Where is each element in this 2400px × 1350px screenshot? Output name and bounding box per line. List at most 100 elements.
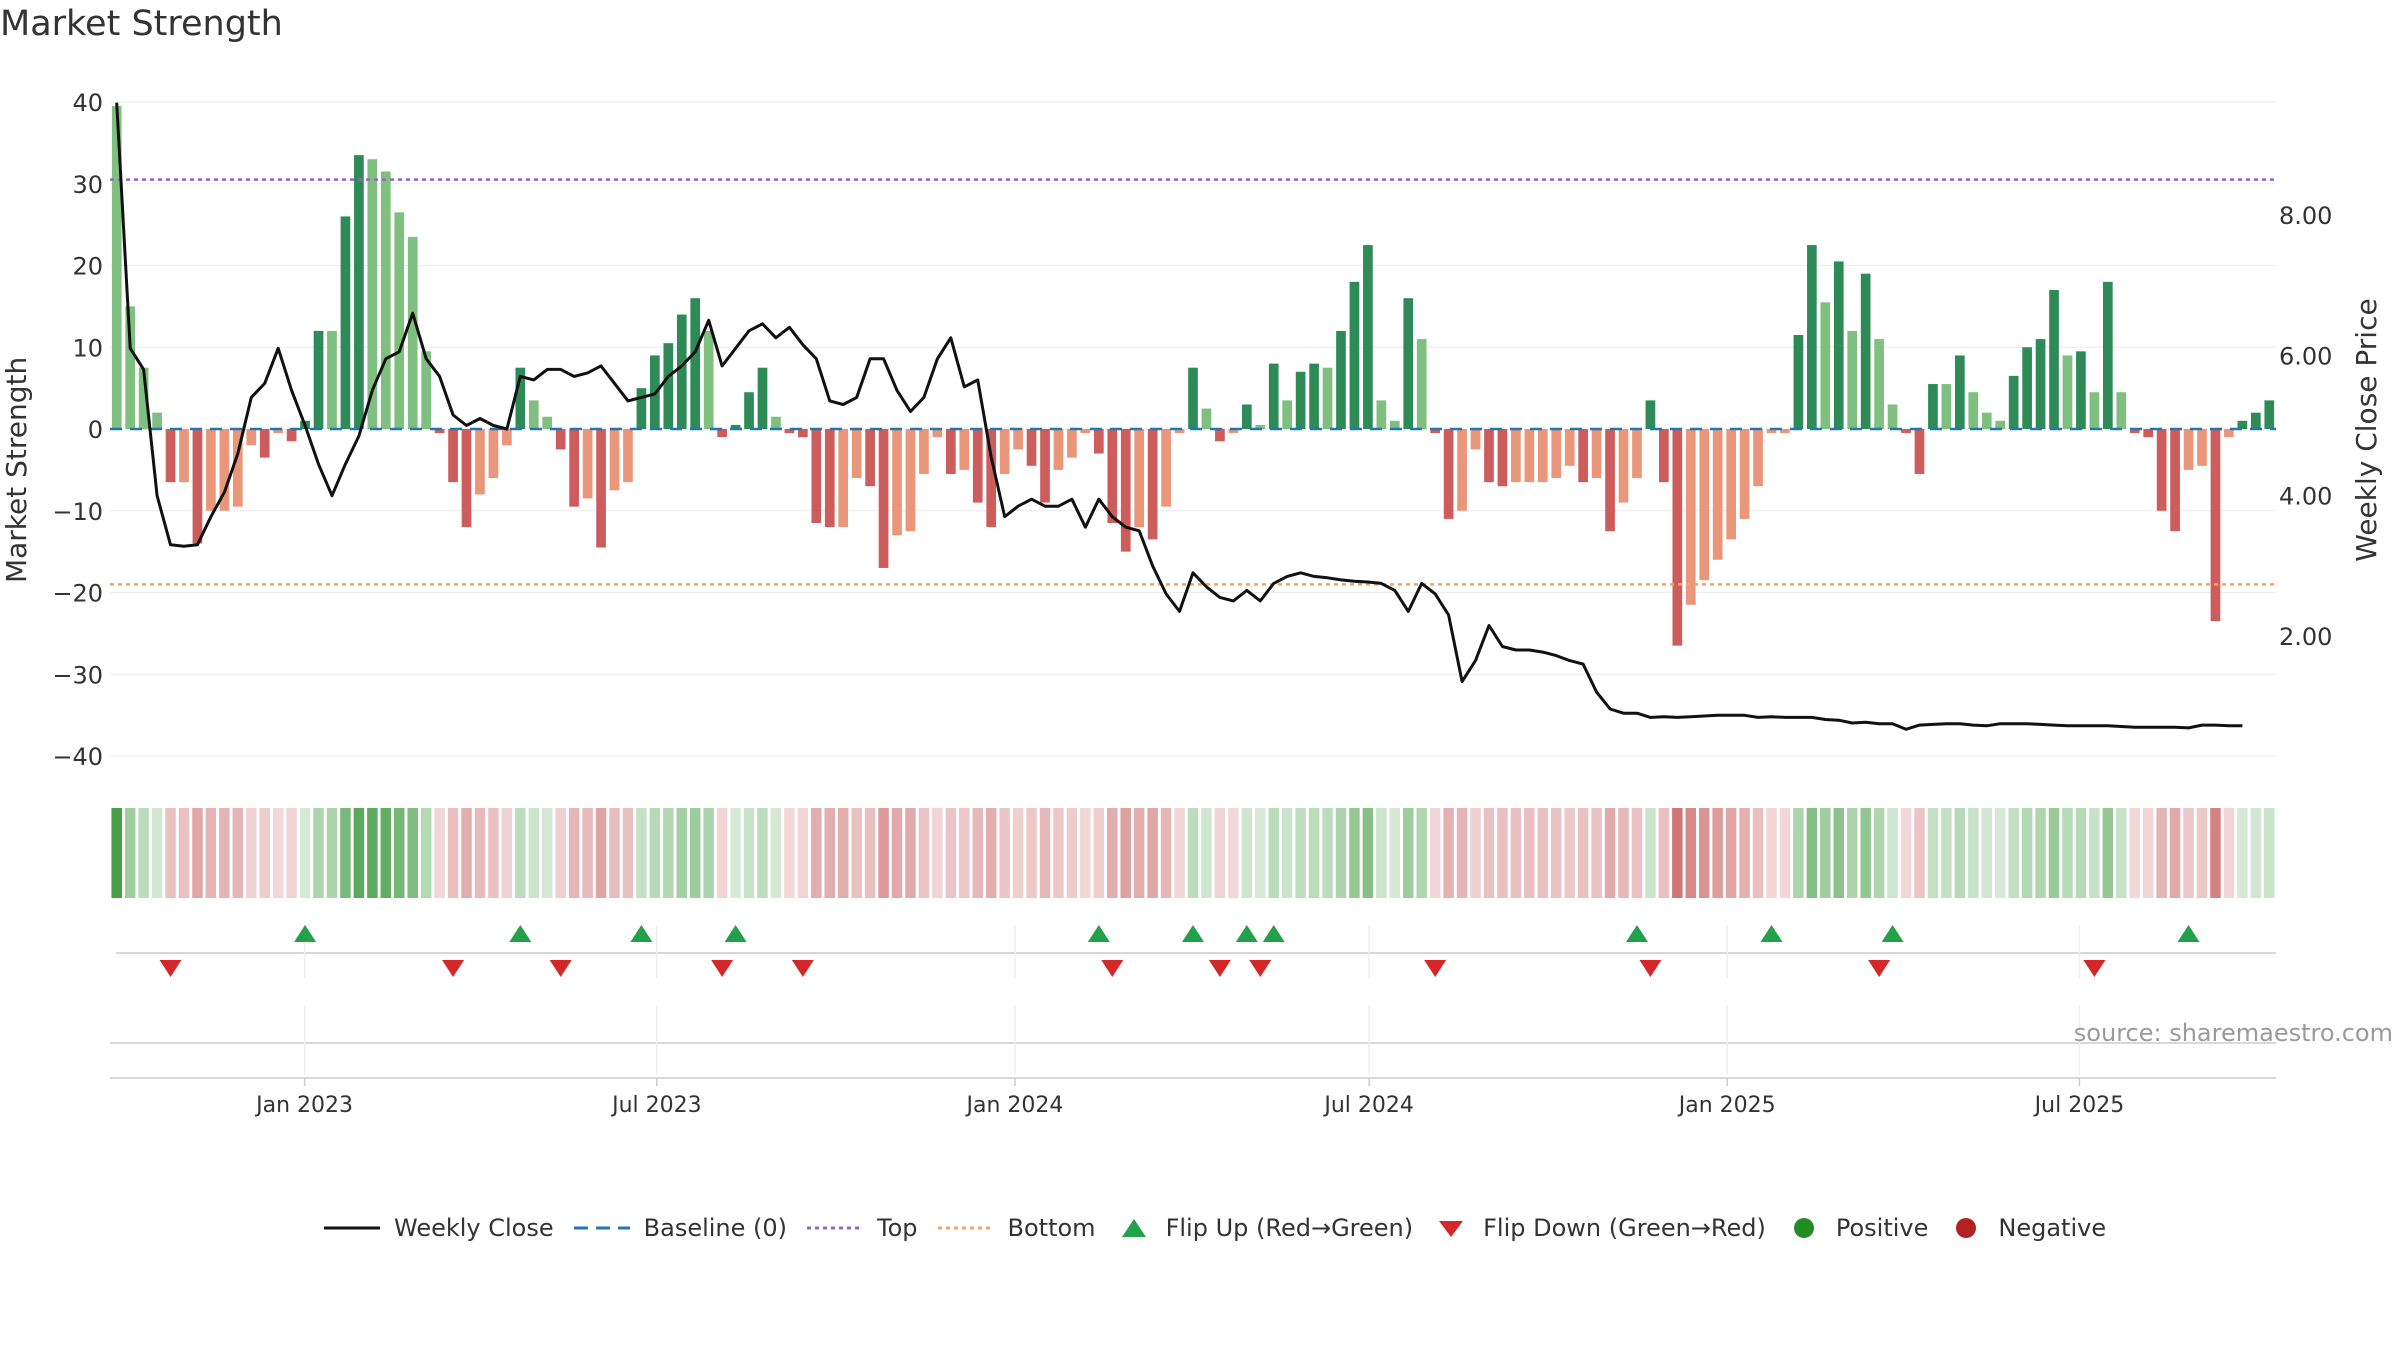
y-axis-title-right: Weekly Close Price	[2350, 298, 2383, 561]
strength-bar	[730, 424, 741, 429]
strength-bar	[1093, 429, 1104, 454]
heat-cell	[353, 808, 365, 898]
strength-bar	[596, 429, 606, 548]
strength-bar	[1430, 429, 1441, 434]
strength-bar	[273, 429, 284, 434]
strength-bar	[2116, 392, 2127, 429]
heat-cell	[1672, 808, 1683, 898]
strength-bar	[892, 429, 902, 536]
heat-cell	[2250, 808, 2262, 898]
strength-bar	[945, 429, 956, 474]
heat-cell	[1039, 808, 1051, 898]
strength-heat-strip	[111, 808, 2275, 898]
heat-cell	[1241, 808, 1253, 898]
legend-item-bottom: Bottom	[936, 1214, 1096, 1242]
flip-up-marker	[630, 925, 653, 942]
y-tick-label-left: −10	[52, 498, 103, 526]
heat-cell	[1860, 808, 1871, 898]
strength-bar	[1349, 281, 1360, 429]
heat-cell	[1147, 808, 1158, 898]
strength-bar	[1685, 429, 1696, 605]
heat-cell	[1429, 808, 1441, 898]
strength-bar	[1201, 408, 1212, 429]
y-tick-label-right: 4.00	[2279, 483, 2332, 511]
flip-up-marker	[1625, 925, 1648, 942]
y-tick-label-left: −30	[52, 661, 103, 689]
strength-bar	[1847, 330, 1858, 429]
strength-bar	[407, 236, 418, 429]
strength-bar	[838, 429, 849, 528]
strength-bar	[1672, 429, 1683, 646]
strength-bar	[1134, 429, 1145, 528]
strength-bar	[125, 306, 136, 429]
strength-bar	[1457, 429, 1467, 511]
strength-bar	[1928, 384, 1938, 429]
strength-bar	[1807, 245, 1817, 429]
strength-bar	[1712, 429, 1723, 560]
strength-bar	[609, 429, 620, 491]
strength-bar	[1645, 400, 1656, 429]
flip-down-marker	[442, 960, 465, 977]
heat-cell	[1981, 808, 1992, 898]
heat-cell	[945, 808, 957, 898]
strength-bar	[932, 429, 943, 438]
x-tick-label: Jan 2025	[1677, 1093, 1776, 1118]
heat-cell	[124, 808, 136, 898]
legend-label: Bottom	[1007, 1214, 1096, 1242]
strength-bar	[959, 429, 970, 470]
strength-bar	[138, 367, 149, 429]
heat-cell	[1389, 808, 1401, 898]
heat-cell	[2102, 808, 2114, 898]
legend-dotted-swatch	[807, 1226, 864, 1230]
heat-cell	[2021, 808, 2033, 898]
heat-cell	[1376, 808, 1387, 898]
heat-cell	[1456, 808, 1468, 898]
legend-item-top: Top	[805, 1214, 918, 1242]
heat-cell	[434, 808, 445, 898]
heat-cell	[380, 808, 392, 898]
heat-cell	[1577, 808, 1589, 898]
heat-cell	[797, 808, 809, 898]
heat-cell	[743, 808, 755, 898]
heat-cell	[1483, 808, 1495, 898]
strength-bar	[286, 429, 297, 442]
strength-bar	[246, 429, 257, 446]
heat-cell	[1604, 808, 1616, 898]
strength-bar	[2008, 375, 2019, 429]
strength-bar	[2183, 429, 2194, 470]
heat-cell	[165, 808, 176, 898]
strength-bar	[1228, 429, 1239, 434]
strength-bar	[2022, 347, 2032, 429]
heat-cell	[528, 808, 540, 898]
heat-cell	[219, 808, 230, 898]
y-tick-label-left: 40	[72, 89, 103, 117]
heat-cell	[1268, 808, 1279, 898]
heat-cell	[2062, 808, 2073, 898]
strength-bar	[206, 429, 216, 511]
flip-down-marker	[1424, 960, 1447, 977]
legend-item-positive: Positive	[1784, 1214, 1928, 1242]
heat-cell	[1255, 808, 1266, 898]
flip-down-marker	[1868, 960, 1891, 977]
strength-bar	[1403, 298, 1414, 429]
y-tick-label-right: 2.00	[2279, 623, 2332, 651]
heat-cell	[1443, 808, 1454, 898]
heat-cell	[1685, 808, 1697, 898]
heat-cell	[663, 808, 674, 898]
flip-up-marker	[1182, 925, 1204, 942]
heat-cell	[1470, 808, 1481, 898]
heat-cell	[891, 808, 903, 898]
heat-cell	[730, 808, 741, 898]
heat-cell	[851, 808, 862, 898]
strength-bar	[1726, 429, 1736, 540]
heat-cell	[461, 808, 472, 898]
heat-cell	[1295, 808, 1306, 898]
legend-item-flip-up: Flip Up (Red→Green)	[1114, 1214, 1413, 1242]
legend-dashed-swatch	[573, 1226, 630, 1230]
flip-up-marker	[1881, 925, 1904, 942]
heat-cell	[111, 808, 122, 898]
strength-bar	[2197, 429, 2207, 466]
heat-cell	[972, 808, 983, 898]
strength-bar	[165, 429, 176, 483]
strength-bar	[1524, 429, 1535, 483]
